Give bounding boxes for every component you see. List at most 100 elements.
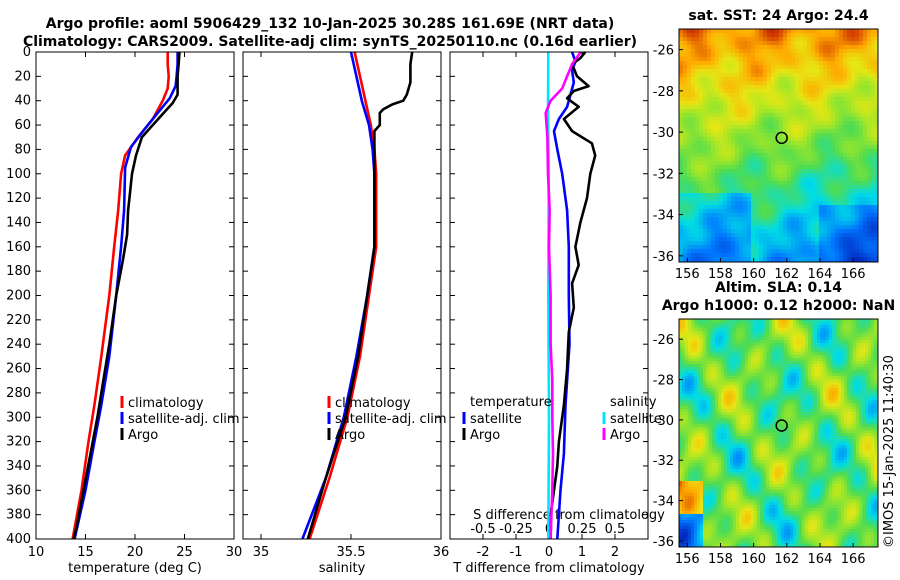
map-y-tick-label: -36 (653, 535, 674, 550)
legend-title: salinity (610, 395, 657, 410)
y-tick-label: 380 (6, 508, 31, 523)
map-x-tick-label: 164 (808, 267, 833, 282)
legend-label: Argo (610, 428, 640, 443)
map-y-tick-label: -30 (653, 126, 674, 141)
y-tick-label: 200 (6, 289, 31, 304)
x-tick-label: 10 (28, 545, 45, 560)
y-tick-label: 340 (6, 459, 31, 474)
x-tick-label: 25 (176, 545, 193, 560)
map-frame (678, 318, 879, 548)
top-tick-label: -0.25 (499, 522, 533, 537)
y-tick-label: 40 (14, 94, 31, 109)
top-tick-label: -0.5 (470, 522, 495, 537)
x-axis-label: temperature (deg C) (68, 561, 202, 576)
axes-frame (242, 51, 442, 540)
map-y-tick-label: -26 (653, 333, 674, 348)
map-x-tick-label: 158 (708, 552, 733, 567)
y-tick-label: 80 (14, 142, 31, 157)
x-tick-label: 36 (433, 545, 450, 560)
map-y-tick-label: -28 (653, 374, 674, 389)
series-line-argo (306, 51, 414, 540)
imos-timestamp: ©IMOS 15-Jan-2025 11:40:30 (882, 355, 897, 548)
legend-label: satellite (470, 412, 522, 427)
map-y-tick-label: -32 (653, 454, 674, 469)
axes-frame (35, 51, 235, 540)
y-tick-label: 260 (6, 362, 31, 377)
sst-map: sat. SST: 24 Argo: 24.4 156 158 160 162 164 16… (653, 8, 879, 282)
x-tick-label: -1 (510, 545, 523, 560)
legend-label: climatology (335, 396, 411, 411)
x-tick-label: 30 (226, 545, 243, 560)
y-tick-label: 120 (6, 191, 31, 206)
series-line-salinity-satellite (546, 51, 551, 540)
y-tick-label: 20 (14, 69, 31, 84)
y-tick-label: 240 (6, 337, 31, 352)
y-tick-label: 220 (6, 313, 31, 328)
series-line-argo (72, 51, 181, 540)
x-tick-label: 35 (253, 545, 270, 560)
y-tick-label: 180 (6, 264, 31, 279)
top-axis-label: S difference from climatology (473, 508, 665, 523)
map-y-tick-label: -26 (653, 44, 674, 59)
map-title: Altim. SLA: 0.14 (715, 280, 842, 296)
legend-label: Argo (470, 428, 500, 443)
series-line-salinity-argo (544, 51, 582, 540)
sla-map: Altim. SLA: 0.14 Argo h1000: 0.12 h2000: … (653, 280, 895, 567)
x-tick-label: 1 (578, 545, 586, 560)
x-axis-label: salinity (319, 561, 366, 576)
figure-title-line2: Climatology: CARS2009. Satellite-adj cli… (23, 34, 637, 50)
figure-title-line1: Argo profile: aoml 5906429_132 10-Jan-20… (46, 16, 615, 32)
legend-label: satellite-adj. clim (335, 412, 447, 427)
y-tick-label: 160 (6, 240, 31, 255)
temperature-profile: 10 15 20 25 30020406080100120140160180200220… (6, 45, 242, 576)
map-y-tick-label: -36 (653, 250, 674, 265)
salinity-profile: 35 35.5 36 salinity climatologysatellite-adj… (242, 51, 450, 576)
map-y-tick-label: -34 (653, 495, 674, 510)
x-tick-label: 15 (77, 545, 94, 560)
series-line-temperature-argo (549, 51, 597, 539)
map-x-tick-label: 162 (774, 552, 799, 567)
map-y-tick-label: -30 (653, 414, 674, 429)
map-x-tick-label: 164 (808, 552, 833, 567)
map-y-tick-label: -28 (653, 85, 674, 100)
x-tick-label: 2 (611, 545, 619, 560)
y-tick-label: 320 (6, 435, 31, 450)
legend-label: Argo (335, 428, 365, 443)
x-tick-label: -2 (477, 545, 490, 560)
difference-profile: -2 -1 0 1 2T difference from climatology S di… (449, 51, 665, 576)
map-x-tick-label: 166 (841, 552, 866, 567)
y-tick-label: 400 (6, 532, 31, 547)
series-line-climatology (308, 51, 378, 540)
map-x-tick-label: 156 (675, 267, 700, 282)
axes-frame (449, 51, 649, 540)
series-line-temperature-satellite (552, 51, 577, 540)
y-tick-label: 0 (23, 45, 31, 60)
legend-label: satellite-adj. clim (128, 412, 240, 427)
y-tick-label: 100 (6, 167, 31, 182)
x-tick-label: 20 (127, 545, 144, 560)
map-x-tick-label: 156 (675, 552, 700, 567)
y-tick-label: 280 (6, 386, 31, 401)
series-line-climatology (71, 52, 170, 540)
map-x-tick-label: 158 (708, 267, 733, 282)
legend-label: Argo (128, 428, 158, 443)
top-tick-label: 0.5 (605, 522, 626, 537)
argo-location-marker (775, 419, 788, 432)
series-line-satellite-adj-clim (73, 52, 179, 540)
map-x-tick-label: 166 (841, 267, 866, 282)
map-x-tick-label: 160 (741, 267, 766, 282)
legend-label: satellite (610, 412, 662, 427)
y-tick-label: 360 (6, 483, 31, 498)
map-x-tick-label: 162 (774, 267, 799, 282)
map-field (679, 29, 879, 263)
map-y-tick-label: -32 (653, 167, 674, 182)
series-line-satellite-adj-clim (301, 51, 376, 540)
maps: sat. SST: 24 Argo: 24.4 156 158 160 162 164 16… (653, 8, 895, 567)
profile-plots: 10 15 20 25 30020406080100120140160180200220… (6, 45, 665, 576)
y-tick-label: 140 (6, 215, 31, 230)
map-y-tick-label: -34 (653, 209, 674, 224)
map-title: Argo h1000: 0.12 h2000: NaN (662, 298, 895, 314)
map-title: sat. SST: 24 Argo: 24.4 (688, 8, 868, 24)
x-tick-label: 35.5 (337, 545, 366, 560)
